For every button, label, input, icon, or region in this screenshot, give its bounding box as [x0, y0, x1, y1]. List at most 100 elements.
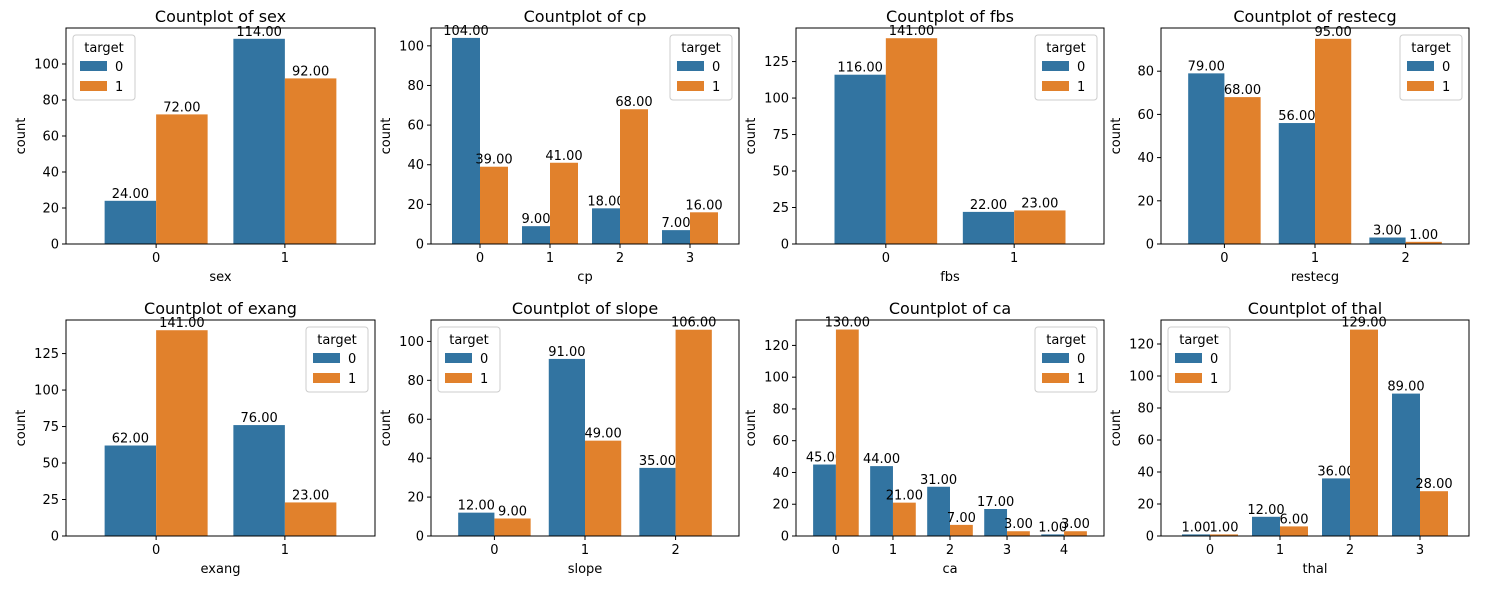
- x-tick-label: 4: [1060, 543, 1068, 558]
- bar-thal-0-target-0: [1182, 534, 1210, 536]
- data-label: 49.00: [585, 427, 622, 442]
- bar-slope-2-target-1: [675, 329, 712, 536]
- data-label: 95.00: [1315, 25, 1352, 40]
- bar-sex-1-target-0: [233, 38, 285, 244]
- legend-label: 1: [712, 80, 720, 95]
- y-tick-label: 40: [1137, 466, 1154, 481]
- legend-label: 0: [348, 352, 356, 367]
- bar-slope-0-target-0: [458, 512, 495, 536]
- chart-title: Countplot of thal: [1248, 299, 1382, 318]
- data-label: 44.00: [863, 452, 900, 467]
- legend-label: 0: [480, 352, 488, 367]
- bar-restecg-0-target-0: [1188, 73, 1225, 244]
- bar-slope-0-target-1: [494, 518, 531, 536]
- y-tick-label: 60: [42, 130, 59, 145]
- y-tick-label: 40: [772, 466, 789, 481]
- data-label: 129.00: [1341, 316, 1387, 331]
- y-axis-label: count: [14, 410, 29, 447]
- data-label: 1.00: [1409, 228, 1438, 243]
- x-tick-label: 2: [1346, 543, 1354, 558]
- data-label: 106.00: [671, 316, 717, 331]
- data-label: 141.00: [159, 316, 205, 331]
- data-label: 7.00: [662, 216, 691, 231]
- legend-label: 0: [1077, 352, 1085, 367]
- data-label: 104.00: [443, 24, 489, 39]
- y-tick-label: 60: [1137, 108, 1154, 123]
- x-tick-label: 1: [546, 251, 554, 266]
- x-tick-label: 1: [281, 251, 289, 266]
- data-label: 12.00: [1247, 503, 1284, 518]
- legend-swatch-target-0: [80, 61, 107, 71]
- x-tick-label: 1: [1010, 251, 1018, 266]
- x-axis-label: exang: [201, 562, 241, 577]
- legend-label: 0: [115, 60, 123, 75]
- x-tick-label: 1: [281, 543, 289, 558]
- subplot-slope: Countplot of slope 12.00 91.00 35.00 9.00 49.…: [379, 299, 740, 577]
- data-label: 72.00: [163, 100, 200, 115]
- y-axis-label: count: [14, 118, 29, 155]
- x-axis-label: ca: [942, 562, 957, 577]
- y-tick-label: 40: [407, 158, 424, 173]
- y-tick-label: 50: [772, 165, 789, 180]
- legend-swatch-target-1: [313, 373, 340, 383]
- y-tick-label: 80: [42, 94, 59, 109]
- y-tick-label: 100: [764, 92, 789, 107]
- bar-cp-1-target-0: [522, 226, 550, 244]
- x-tick-label: 2: [671, 543, 679, 558]
- y-tick-label: 50: [42, 457, 59, 472]
- legend-swatch-target-0: [313, 353, 340, 363]
- x-axis-label: restecg: [1291, 270, 1339, 285]
- x-axis-label: cp: [577, 270, 592, 285]
- bar-sex-0-target-0: [104, 200, 157, 244]
- y-axis-label: count: [1109, 410, 1124, 447]
- data-label: 3.00: [1004, 517, 1033, 532]
- legend-title: target: [1046, 333, 1086, 348]
- bar-restecg-1-target-0: [1278, 123, 1315, 244]
- bar-thal-2-target-1: [1350, 329, 1378, 536]
- legend-title: target: [317, 333, 357, 348]
- chart-title: Countplot of slope: [512, 299, 658, 318]
- y-tick-label: 20: [1137, 194, 1154, 209]
- data-label: 39.00: [475, 153, 512, 168]
- legend: target 0 1: [1034, 34, 1098, 101]
- bar-thal-3-target-1: [1420, 491, 1448, 536]
- y-tick-label: 100: [34, 58, 59, 73]
- bar-ca-2-target-0: [927, 486, 950, 536]
- bar-exang-1-target-0: [233, 425, 285, 536]
- x-tick-label: 2: [1401, 251, 1409, 266]
- y-tick-label: 40: [42, 166, 59, 181]
- y-tick-label: 0: [51, 238, 59, 253]
- y-tick-label: 0: [1146, 530, 1154, 545]
- legend-label: 0: [1442, 60, 1450, 75]
- legend-swatch-target-0: [1175, 353, 1202, 363]
- legend-swatch-target-1: [1407, 81, 1434, 91]
- y-tick-label: 60: [772, 434, 789, 449]
- legend: target 0 1: [669, 34, 733, 101]
- data-label: 68.00: [615, 95, 652, 110]
- data-label: 17.00: [977, 495, 1014, 510]
- x-axis-label: slope: [568, 562, 603, 577]
- legend-title: target: [1411, 41, 1451, 56]
- chart-title: Countplot of ca: [889, 299, 1011, 318]
- data-label: 36.00: [1317, 464, 1354, 479]
- y-tick-label: 20: [407, 198, 424, 213]
- legend-label: 1: [1210, 372, 1218, 387]
- y-tick-label: 60: [407, 413, 424, 428]
- legend-label: 1: [348, 372, 356, 387]
- x-tick-label: 3: [1416, 543, 1424, 558]
- bar-exang-1-target-1: [284, 502, 337, 536]
- y-tick-label: 80: [1137, 402, 1154, 417]
- data-label: 28.00: [1415, 477, 1452, 492]
- x-tick-label: 0: [490, 543, 498, 558]
- legend-swatch-target-0: [1042, 61, 1069, 71]
- data-label: 21.00: [886, 489, 923, 504]
- data-label: 16.00: [685, 198, 722, 213]
- legend: target 0 1: [1399, 34, 1463, 101]
- legend: target 0 1: [1167, 326, 1231, 393]
- legend-label: 1: [1077, 372, 1085, 387]
- y-tick-label: 125: [764, 55, 789, 70]
- data-label: 31.00: [920, 473, 957, 488]
- data-label: 76.00: [241, 411, 278, 426]
- bar-restecg-2-target-0: [1369, 237, 1406, 244]
- y-tick-label: 20: [1137, 498, 1154, 513]
